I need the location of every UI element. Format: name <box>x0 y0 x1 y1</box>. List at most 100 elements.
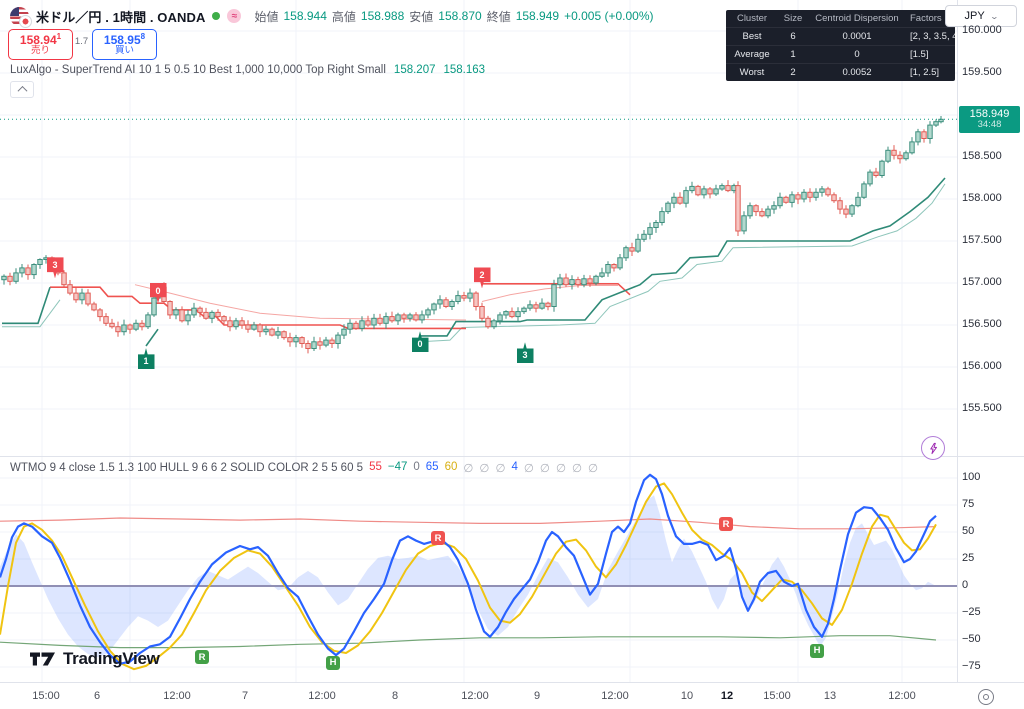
price-axis[interactable]: JPY ⌄ 160.000159.500159.000158.500158.00… <box>945 0 1024 682</box>
supertrend-value-1: 158.207 <box>393 64 436 76</box>
currency-label: JPY <box>964 10 985 22</box>
pane-divider[interactable] <box>0 456 1024 457</box>
wtmo-value: ∅ <box>588 463 599 475</box>
wtmo-value: ∅ <box>555 463 566 475</box>
currency-selector[interactable]: JPY ⌄ <box>945 5 1017 27</box>
time-axis[interactable]: 15:00 6 12:00 7 12:00 8 12:00 9 12:00 10 12 15:00 13… <box>0 683 1024 709</box>
chevron-up-icon <box>17 85 27 96</box>
price-tick: 157.500 <box>962 234 1002 246</box>
oscillator-tick: −50 <box>962 633 981 645</box>
time-tick: 10 <box>680 690 694 702</box>
cluster-table-row: Best 6 0.0001 [2, 3, 3.5, 4, 4.5, 5] <box>726 28 955 46</box>
supertrend-name: LuxAlgo - SuperTrend AI 10 1 5 0.5 10 Be… <box>10 64 386 76</box>
price-tick: 155.500 <box>962 402 1002 414</box>
supertrend-up-line <box>2 286 51 325</box>
buy-label: 買い <box>114 45 134 57</box>
cluster-cell: [1.5] <box>910 49 929 60</box>
symbol-title[interactable]: 米ドル／円 . 1時間 . OANDA <box>36 9 206 25</box>
supertrend-down-avg-line <box>481 285 618 302</box>
time-axis-settings-icon[interactable] <box>978 689 994 705</box>
overbought-band-line <box>0 517 937 530</box>
oscillator-tick: −25 <box>962 606 981 618</box>
time-tick: 15:00 <box>763 690 791 702</box>
supertrend-up-line <box>145 328 159 347</box>
tradingview-logo-text: TradingView <box>63 649 160 668</box>
high-value: 158.988 <box>360 9 405 23</box>
wtmo-value: ∅ <box>463 463 474 475</box>
high-label: 高値 <box>331 9 356 24</box>
wtmo-value: −47 <box>387 461 408 473</box>
cluster-table-row: Average 1 0 [1.5] <box>726 46 955 64</box>
oscillator-tick: 75 <box>962 498 975 510</box>
wt-slow-line <box>0 482 937 671</box>
price-tick: 160.000 <box>962 24 1002 36</box>
cluster-cell: Cluster <box>736 13 768 24</box>
buy-price-pip: 8 <box>140 31 146 41</box>
candles <box>1 116 944 354</box>
wtmo-value: 4 <box>511 461 518 473</box>
supertrend-up-line <box>420 177 946 337</box>
lightning-icon <box>929 442 937 454</box>
cluster-cell: Average <box>734 49 770 60</box>
wtmo-value: ∅ <box>495 463 506 475</box>
tradingview-logo-icon <box>30 652 55 666</box>
supertrend-value-2: 158.163 <box>443 64 486 76</box>
time-tick: 12:00 <box>308 690 336 702</box>
wtmo-value: 65 <box>425 461 439 473</box>
open-value: 158.944 <box>283 9 327 23</box>
supertrend-up-avg-line <box>2 299 61 328</box>
low-value: 158.870 <box>438 9 482 23</box>
wtmo-value: 0 <box>413 461 420 473</box>
cluster-cell: 2 <box>790 67 796 78</box>
momentum-area <box>0 495 934 658</box>
notification-wave-icon[interactable]: ≈ <box>227 9 242 23</box>
time-tick: 12:00 <box>888 690 916 702</box>
supertrend-legend-row[interactable]: LuxAlgo - SuperTrend AI 10 1 5 0.5 10 Be… <box>10 64 485 76</box>
boost-button[interactable] <box>921 436 945 460</box>
time-tick: 8 <box>391 690 399 702</box>
price-tick: 158.000 <box>962 192 1002 204</box>
sell-label: 売り <box>30 45 50 57</box>
symbol-info-row: 米ドル／円 . 1時間 . OANDA ≈ 始値 158.944 高値 158.… <box>10 5 654 28</box>
open-label: 始値 <box>254 9 279 24</box>
cluster-table-header: Cluster Size Centroid Dispersion Factors <box>726 10 955 28</box>
buy-price: 158.95 <box>103 32 141 47</box>
supertrend-up-avg-line <box>419 183 946 343</box>
cluster-table: Cluster Size Centroid Dispersion Factors Bes… <box>726 10 955 81</box>
cluster-cell: Worst <box>739 67 765 78</box>
usdjpy-flag-icon <box>10 6 32 28</box>
market-open-icon <box>212 12 221 20</box>
cluster-cell: [2, 3, 3.5, 4, 4.5, 5] <box>910 31 955 42</box>
bar-countdown: 34:48 <box>977 119 1002 131</box>
ohlc-values: 始値 158.944 高値 158.988 安値 158.870 終値 158.… <box>254 8 653 25</box>
buy-button[interactable]: 158.958 買い <box>92 29 157 60</box>
current-price: 158.949 <box>969 108 1010 121</box>
cluster-cell: Size <box>783 13 803 24</box>
oscillator-tick: 50 <box>962 525 975 537</box>
wtmo-legend-row[interactable]: WTMO 9 4 close 1.5 1.3 100 HULL 9 6 6 2 … <box>10 461 598 475</box>
wtmo-value: ∅ <box>523 463 534 475</box>
cluster-table-row: Worst 2 0.0052 [1, 2.5] <box>726 64 955 81</box>
wtmo-values: 55 −47 0 65 60 ∅ ∅ ∅ 4 ∅ ∅ ∅ ∅ ∅ <box>369 461 598 475</box>
time-tick: 12:00 <box>601 690 629 702</box>
price-axis-divider <box>957 0 958 682</box>
change-value: +0.005 (+0.00%) <box>564 9 654 23</box>
oscillator-tick: −75 <box>962 660 981 672</box>
close-value: 158.949 <box>515 9 560 23</box>
time-tick: 9 <box>533 690 541 702</box>
sell-price: 158.94 <box>19 32 57 47</box>
current-price-badge: 158.949 34:48 <box>959 106 1020 133</box>
cluster-cell: 0.0001 <box>842 31 872 42</box>
wtmo-value: ∅ <box>539 463 550 475</box>
price-tick: 158.500 <box>962 150 1002 162</box>
sell-button[interactable]: 158.941 売り <box>8 29 73 60</box>
cluster-cell: [1, 2.5] <box>910 67 940 78</box>
tradingview-logo[interactable]: TradingView <box>30 649 160 669</box>
cluster-cell: 0.0052 <box>842 67 872 78</box>
collapse-legend-button[interactable] <box>10 81 34 98</box>
cluster-cell: Best <box>742 31 762 42</box>
time-tick: 12:00 <box>461 690 489 702</box>
price-tick: 156.500 <box>962 318 1002 330</box>
